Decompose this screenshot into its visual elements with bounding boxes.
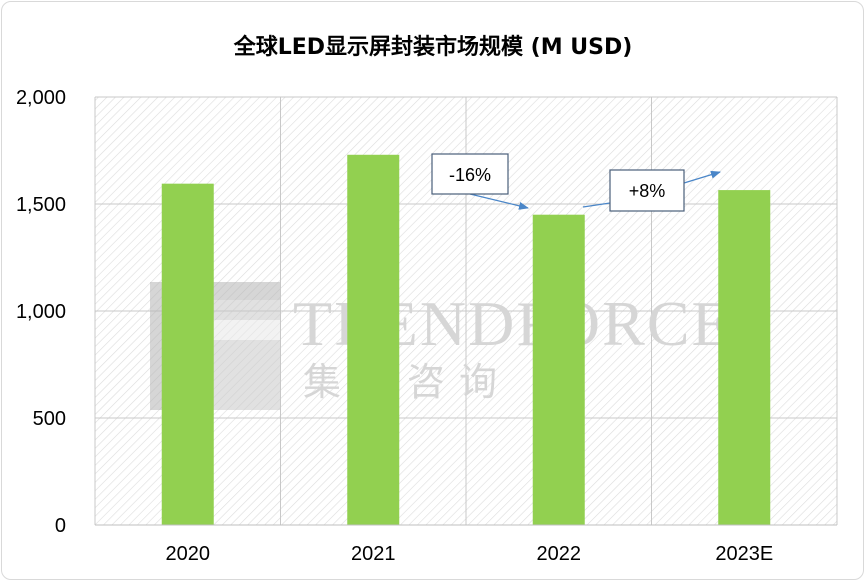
y-tick-label: 1,000 <box>16 301 66 323</box>
annotations: -16% +8% <box>431 153 721 212</box>
bar-2021 <box>347 154 400 525</box>
annotation-label: -16% <box>449 165 491 185</box>
bar-2023E <box>718 190 771 525</box>
annotation-label: +8% <box>629 181 666 201</box>
x-tick-label: 2023E <box>715 543 773 565</box>
bars <box>161 154 771 526</box>
x-tick-label: 2022 <box>537 543 582 565</box>
annotation-arrow <box>683 170 721 184</box>
chart-title: 全球LED显示屏封装市场规模 (M USD) <box>233 34 633 60</box>
y-axis-ticks: 0 500 1,000 1,500 2,000 <box>16 87 66 537</box>
annotation-box <box>431 153 509 195</box>
y-tick-label: 0 <box>55 515 66 537</box>
bar-2022 <box>532 214 585 525</box>
annotation-box <box>609 169 685 212</box>
y-tick-label: 1,500 <box>16 194 66 216</box>
annotation-arrow-tail <box>582 202 611 208</box>
annotation-arrow <box>469 193 529 210</box>
x-tick-label: 2021 <box>351 543 396 565</box>
x-tick-label: 2020 <box>166 543 211 565</box>
y-tick-label: 500 <box>33 408 66 430</box>
watermark-brand-cn: 集邦咨询 <box>303 360 511 404</box>
x-axis-ticks: 2020 2021 2022 2023E <box>166 543 774 565</box>
y-tick-label: 2,000 <box>16 87 66 109</box>
bar-2020 <box>161 183 214 526</box>
annotation-2022-2023E: +8% <box>582 169 721 212</box>
annotation-2021-2022: -16% <box>431 153 529 210</box>
